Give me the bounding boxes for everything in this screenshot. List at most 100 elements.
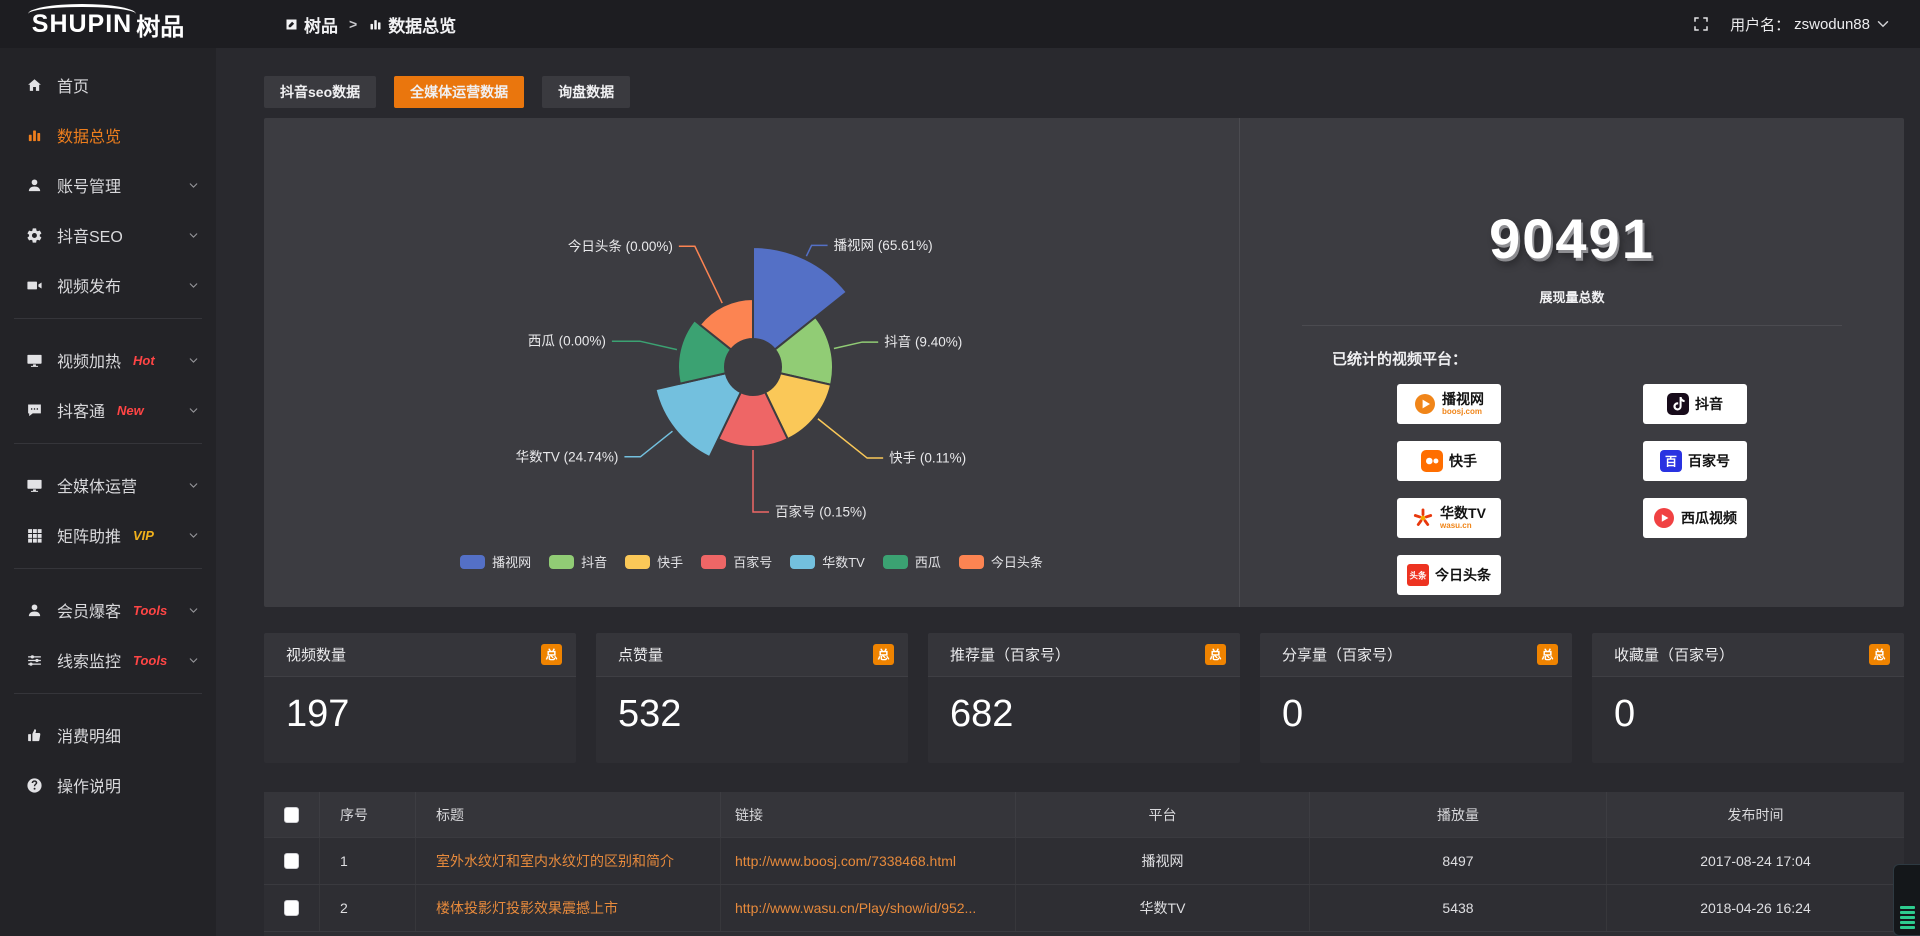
sidebar-divider — [14, 568, 202, 569]
tab-3[interactable]: 询盘数据 — [542, 76, 631, 108]
platform-badge-label: 西瓜视频 — [1681, 510, 1737, 526]
sidebar-item-3[interactable]: 账号管理 — [0, 160, 216, 210]
legend-label: 华数TV — [822, 555, 865, 570]
tab-2[interactable]: 全媒体运营数据 — [394, 76, 525, 108]
username-prefix: 用户名： — [1730, 16, 1791, 34]
sidebar-item-2[interactable]: 数据总览 — [0, 110, 216, 160]
sidebar-item-label: 首页 — [57, 79, 90, 96]
pie-slice-今日头条[interactable] — [698, 297, 754, 351]
rose-chart: 播视网 (65.61%) 抖音 (9.40%) 快手 (0.11%) 百家号 (0.1… — [264, 118, 1239, 607]
table-header-标题: 标题 — [416, 792, 721, 837]
tab-1[interactable]: 抖音seo数据 — [264, 76, 377, 108]
legend-item-播视网[interactable]: 播视网 — [460, 552, 531, 571]
pie-label-line — [805, 244, 828, 257]
platform-badge-百家号[interactable]: 百百家号 — [1643, 441, 1747, 481]
row-title-link[interactable]: 楼体投影灯投影效果震撼上市 — [416, 885, 721, 931]
chevron-down-icon — [187, 179, 200, 192]
sidebar-item-8[interactable]: 全媒体运营 — [0, 460, 216, 510]
row-checkbox[interactable] — [284, 853, 299, 869]
stat-card-value: 0 — [1614, 693, 1636, 735]
sidebar-item-12[interactable]: 消费明细 — [0, 710, 216, 760]
fullscreen-icon[interactable] — [1692, 15, 1710, 33]
breadcrumb-item-home[interactable]: 树品 — [284, 12, 338, 37]
widget-bar — [1899, 906, 1915, 909]
pie-label-line — [611, 340, 678, 351]
table-header-checkbox — [264, 792, 320, 837]
pie-slice-华数TV[interactable] — [654, 372, 743, 459]
floating-widget[interactable] — [1893, 864, 1920, 936]
pie-slice-播视网[interactable] — [752, 245, 849, 351]
row-url-link[interactable]: http://www.wasu.cn/Play/show/id/952... — [721, 885, 1016, 931]
legend-item-华数TV[interactable]: 华数TV — [790, 552, 865, 571]
legend-swatch — [958, 554, 984, 569]
pie-label-line — [833, 341, 879, 350]
row-checkbox-cell — [264, 885, 320, 931]
stat-card-value: 532 — [618, 693, 682, 735]
legend-swatch — [625, 554, 651, 569]
row-url-link[interactable]: http://www.boosj.com/7338468.html — [721, 838, 1016, 884]
platform-badge-播视网[interactable]: 播视网 boosj.com — [1397, 384, 1501, 424]
stat-card-value: 682 — [950, 693, 1014, 735]
legend-label: 播视网 — [492, 555, 532, 570]
platform-badge-今日头条[interactable]: 头条 今日头条 — [1397, 555, 1501, 595]
stat-card-title: 视频数量 — [286, 647, 347, 664]
legend-label: 抖音 — [581, 555, 608, 570]
sidebar-item-label: 矩阵助推 — [57, 529, 122, 546]
sliders-icon — [26, 651, 44, 669]
platform-badge-西瓜视频[interactable]: 西瓜视频 — [1643, 498, 1747, 538]
boosj-logo — [1415, 394, 1435, 414]
table-header-row: 序号 标题 链接 平台 播放量 发布时间 — [264, 792, 1904, 838]
stat-card-title: 点赞量 — [618, 647, 664, 664]
stat-card-value: 0 — [1282, 693, 1304, 735]
table-header-播放量: 播放量 — [1310, 792, 1607, 837]
row-title-link[interactable]: 室外水纹灯和室内水纹灯的区别和简介 — [416, 838, 721, 884]
legend-item-百家号[interactable]: 百家号 — [701, 552, 772, 571]
breadcrumb: 树品 > 数据总览 — [284, 12, 456, 37]
row-platform: 华数TV — [1016, 885, 1310, 931]
legend-item-今日头条[interactable]: 今日头条 — [958, 552, 1043, 571]
user-menu[interactable]: 用户名： zswodun88 — [1730, 14, 1892, 35]
stat-card-total-badge: 总 — [1869, 644, 1890, 665]
sidebar-item-5[interactable]: 视频发布 — [0, 260, 216, 310]
legend-swatch — [549, 554, 575, 569]
sidebar-divider — [14, 443, 202, 444]
stat-card-total-badge: 总 — [1205, 644, 1226, 665]
doc-icon — [284, 17, 299, 32]
platform-badge-华数TV[interactable]: 华数TV wasu.cn — [1397, 498, 1501, 538]
pie-slice-百家号[interactable] — [716, 390, 790, 448]
sidebar-item-6[interactable]: 视频加热 Hot — [0, 335, 216, 385]
legend-item-快手[interactable]: 快手 — [625, 552, 683, 571]
row-checkbox[interactable] — [284, 900, 299, 916]
stat-card-3: 推荐量（百家号） 总 682 — [928, 633, 1240, 763]
table-header-平台: 平台 — [1016, 792, 1310, 837]
legend-item-西瓜[interactable]: 西瓜 — [882, 552, 941, 571]
select-all-checkbox[interactable] — [284, 806, 299, 823]
xigua-logo — [1654, 508, 1674, 528]
sidebar-item-9[interactable]: 矩阵助推 VIP — [0, 510, 216, 560]
sidebar-item-label: 抖音SEO — [57, 229, 123, 246]
sidebar-item-label: 消费明细 — [57, 729, 122, 746]
widget-bar — [1899, 911, 1915, 914]
app-logo: SHUPIN 树品 — [0, 0, 216, 48]
platform-badge-抖音[interactable]: 抖音 — [1643, 384, 1747, 424]
legend-item-抖音[interactable]: 抖音 — [549, 552, 607, 571]
pie-slice-西瓜[interactable] — [677, 318, 733, 385]
platform-badge-label: 播视网 — [1442, 391, 1484, 407]
sidebar-item-10[interactable]: 会员爆客 Tools — [0, 585, 216, 635]
sidebar-item-1[interactable]: 首页 — [0, 60, 216, 110]
platform-badge-sub: boosj.com — [1442, 407, 1483, 416]
chat-icon — [26, 401, 44, 419]
breadcrumb-item-current[interactable]: 数据总览 — [368, 12, 456, 37]
sidebar-item-4[interactable]: 抖音SEO — [0, 210, 216, 260]
bar-chart-icon — [368, 17, 383, 32]
sidebar-item-13[interactable]: 操作说明 — [0, 760, 216, 810]
sidebar-item-11[interactable]: 线索监控 Tools — [0, 635, 216, 685]
pie-slice-快手[interactable] — [763, 372, 833, 441]
breadcrumb-label: 数据总览 — [388, 16, 457, 36]
sidebar-item-7[interactable]: 抖客通 New — [0, 385, 216, 435]
platform-badge-快手[interactable]: 快手 — [1397, 441, 1501, 481]
platform-badge-label: 华数TV — [1440, 505, 1486, 521]
row-published: 2017-08-24 17:04 — [1700, 853, 1811, 869]
chevron-down-icon — [187, 479, 200, 492]
pie-slice-抖音[interactable] — [773, 315, 834, 386]
